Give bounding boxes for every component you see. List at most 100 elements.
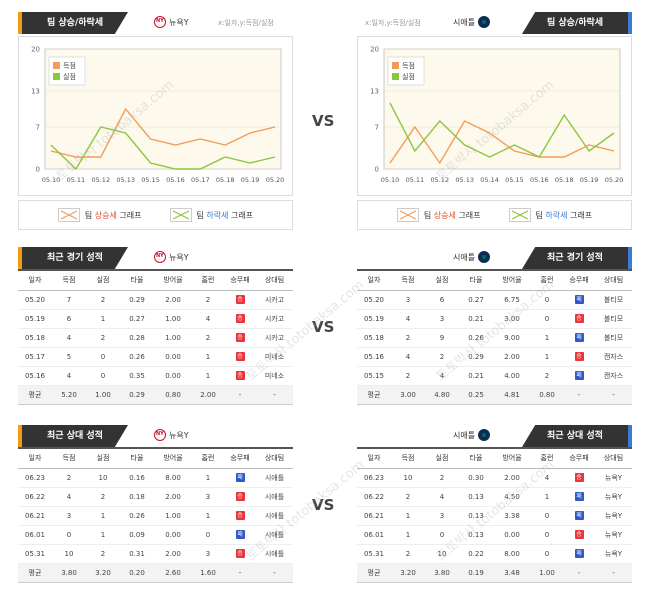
result-badge: 패	[574, 492, 584, 501]
result-badge: 승	[574, 352, 584, 361]
table-cell: 06.22	[357, 487, 391, 507]
table-row: 05.19 6 1 0.27 1.00 4 승 시카고	[18, 309, 293, 329]
table-cell: 2.00	[154, 487, 192, 507]
average-cell: 3.80	[52, 563, 86, 583]
average-cell: 평균	[357, 385, 391, 405]
result-badge: 패	[574, 549, 584, 558]
table-cell: 뉴욕Y	[595, 506, 632, 526]
table-cell: 2	[86, 290, 120, 310]
header-row: 일자 득점 실점 타율 방어율 홈런 승무패 상대팀	[18, 270, 293, 291]
vs-label-h2h: VS	[312, 496, 335, 514]
table-cell: 10	[52, 544, 86, 564]
average-cell: 0.25	[459, 385, 493, 405]
legend-box	[387, 56, 425, 86]
legend-label: 실점	[402, 72, 415, 81]
table-cell: 0.35	[120, 366, 154, 386]
table-cell: 캔자스	[595, 347, 632, 367]
column-header: 승무패	[563, 448, 595, 469]
column-header: 방어율	[154, 270, 192, 291]
y-tick-label: 13	[370, 88, 379, 96]
header-row: 일자 득점 실점 타율 방어율 홈런 승무패 상대팀	[357, 448, 632, 469]
y-tick-label: 13	[31, 88, 40, 96]
table-cell: 06.23	[18, 468, 52, 488]
x-tick-label: 05.15	[505, 176, 524, 184]
table-cell: 볼티모	[595, 309, 632, 329]
y-tick-label: 0	[36, 166, 40, 174]
result-cell: 승	[224, 290, 256, 310]
left-trend-title: 팀 상승/하락세	[18, 12, 128, 34]
up-legend-item: 팀 상승세 그래프	[396, 208, 481, 222]
table-cell: 0.21	[459, 366, 493, 386]
down-legend-item: 팀 하락세 그래프	[169, 208, 253, 222]
legend-label: 득점	[63, 62, 76, 70]
column-header: 방어율	[493, 270, 531, 291]
up-legend-item: 팀 상승세 그래프	[57, 208, 142, 222]
right-trend-chart: 0 7 13 20 05.10 05.11 05.12 05.13 05.14 05.15 05.1…	[357, 36, 632, 196]
x-tick-label: 05.10	[381, 176, 400, 184]
result-badge: 승	[235, 371, 245, 380]
table-row: 05.20 7 2 0.29 2.00 2 승 시카고	[18, 290, 293, 310]
table-cell: 4	[391, 347, 425, 367]
table-cell: 10	[86, 468, 120, 488]
result-cell: 승	[224, 506, 256, 526]
table-cell: 6	[52, 309, 86, 329]
table-cell: 0.30	[459, 468, 493, 488]
column-header: 일자	[18, 270, 52, 291]
left-recent-table: 일자 득점 실점 타율 방어율 홈런 승무패 상대팀 05.20 7 2 0.29 2.00 2 승 시카고 0…	[18, 269, 293, 405]
right-recent-title: 최근 경기 성적	[522, 247, 632, 269]
table-cell: 1.00	[154, 328, 192, 348]
table-cell: 05.15	[357, 366, 391, 386]
table-cell: 0.13	[459, 487, 493, 507]
mariners-logo-icon	[478, 251, 491, 263]
x-tick-label: 05.19	[580, 176, 599, 184]
table-cell: 1	[531, 347, 563, 367]
y-tick-label: 7	[375, 124, 379, 132]
left-trend-header: 팀 상승/하락세 뉴욕Y x:일자,y:득점/실점	[18, 12, 293, 34]
table-cell: 05.20	[357, 290, 391, 310]
table-cell: 0.13	[459, 525, 493, 545]
average-cell: 1.60	[192, 563, 224, 583]
table-cell: 뉴욕Y	[595, 525, 632, 545]
average-cell: 5.20	[52, 385, 86, 405]
table-cell: 05.20	[18, 290, 52, 310]
table-cell: 8.00	[493, 544, 531, 564]
result-badge: 패	[574, 511, 584, 520]
x-tick-label: 05.17	[191, 176, 210, 184]
table-cell: 1	[531, 328, 563, 348]
table-cell: 시카고	[256, 290, 293, 310]
column-header: 일자	[357, 270, 391, 291]
table-cell: 05.18	[18, 328, 52, 348]
table-cell: 2	[391, 487, 425, 507]
table-row: 05.18 2 9 0.26 9.00 1 패 볼티모	[357, 328, 632, 348]
average-row: 평균 3.00 4.80 0.25 4.81 0.80- -	[357, 385, 632, 405]
average-cell: 1.00	[531, 563, 563, 583]
table-cell: 9	[425, 328, 459, 348]
left-line-chart: 0 7 13 20 05.10 05.11 05.12 05.13 05.15 05.16 05.1…	[31, 46, 284, 185]
table-cell: 1	[86, 309, 120, 329]
table-cell: 4.50	[493, 487, 531, 507]
legend-swatch	[53, 73, 60, 80]
table-cell: 10	[425, 544, 459, 564]
right-legend-bar: 팀 상승세 그래프 팀 하락세 그래프	[357, 200, 632, 230]
average-cell: -	[563, 563, 595, 583]
table-cell: 9.00	[493, 328, 531, 348]
table-row: 05.16 4 0 0.35 0.00 1 승 미네소	[18, 366, 293, 386]
table-cell: 0.00	[154, 347, 192, 367]
result-cell: 승	[224, 328, 256, 348]
table-cell: 05.19	[18, 309, 52, 329]
right-recent-team: 시애틀	[453, 251, 491, 263]
left-recent-title: 최근 경기 성적	[18, 247, 128, 269]
table-cell: 2	[531, 366, 563, 386]
right-trend-header: x:일자,y:득점/실점 시애틀 팀 상승/하락세	[357, 12, 632, 34]
table-cell: 05.18	[357, 328, 391, 348]
table-row: 06.01 1 0 0.13 0.00 0 승 뉴욕Y	[357, 525, 632, 545]
table-cell: 0	[86, 366, 120, 386]
average-cell: -	[595, 385, 632, 405]
table-row: 05.31 2 10 0.22 8.00 0 패 뉴욕Y	[357, 544, 632, 564]
average-row: 평균 5.20 1.00 0.29 0.80 2.00- -	[18, 385, 293, 405]
x-tick-label: 05.11	[67, 176, 86, 184]
mariners-logo-icon	[478, 16, 491, 28]
column-header: 홈런	[192, 448, 224, 469]
table-row: 06.22 4 2 0.18 2.00 3 승 시애틀	[18, 487, 293, 507]
table-cell: 0.26	[120, 506, 154, 526]
